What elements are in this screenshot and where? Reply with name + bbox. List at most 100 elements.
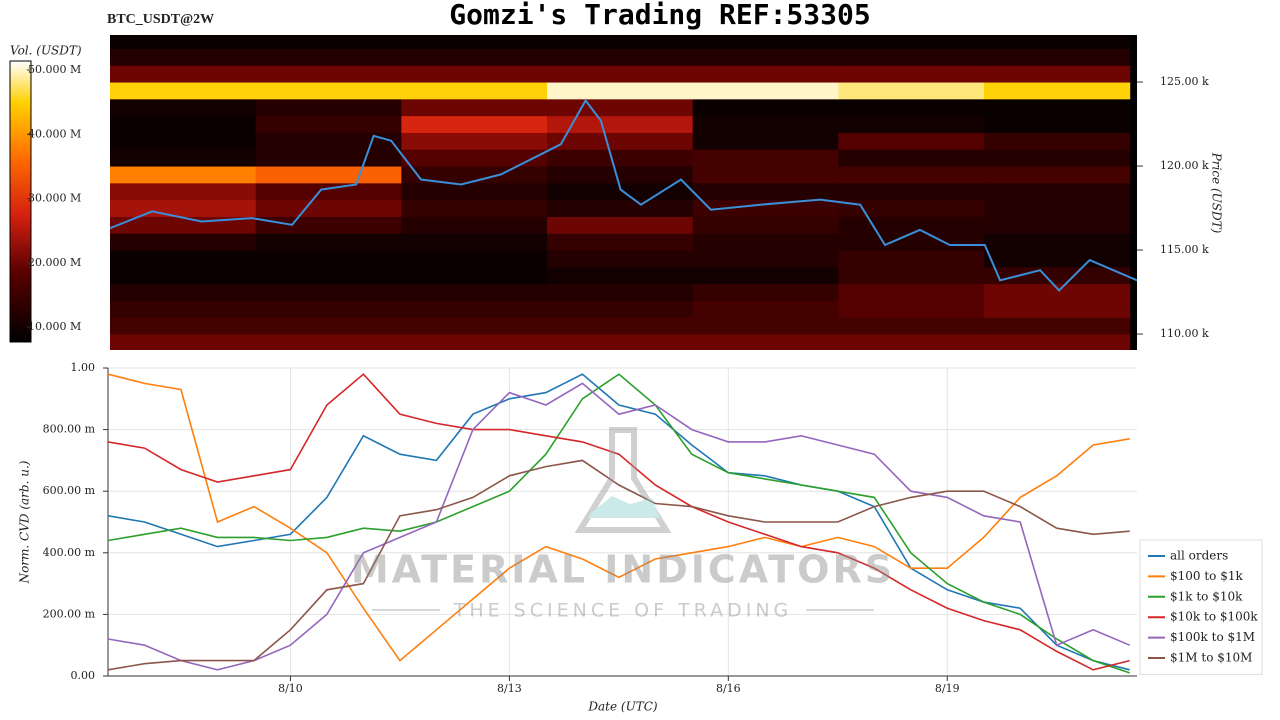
heatmap-cell	[984, 300, 1131, 318]
series-line	[108, 373, 1130, 674]
heatmap-cell	[255, 300, 402, 318]
heatmap-cell	[838, 82, 985, 100]
heatmap-cell	[547, 48, 694, 66]
heatmap-cell	[692, 266, 839, 285]
heatmap-cell	[401, 48, 548, 66]
heatmap-cell	[692, 115, 839, 133]
heatmap-cell	[838, 149, 985, 167]
heatmap-cell	[401, 132, 548, 150]
heatmap-cell	[547, 82, 694, 100]
heatmap-cell	[838, 182, 985, 201]
heatmap-cell	[692, 149, 839, 167]
heatmap-cell	[110, 300, 257, 318]
heatmap-cell	[692, 166, 839, 184]
heatmap-cell	[110, 334, 257, 350]
series-line	[108, 373, 1130, 671]
heatmap-cell	[255, 48, 402, 66]
watermark-logo	[372, 427, 874, 611]
heatmap-cell	[838, 283, 985, 301]
y-tick-label: 200.00 m	[43, 607, 96, 620]
heatmap-cell	[110, 233, 257, 251]
heatmap-cell	[401, 250, 548, 268]
heatmap-cell	[692, 216, 839, 234]
heatmap-layer: 110.00 k 115.00 k 120.00 k 125.00 k 10.000 M…	[9, 35, 1209, 350]
legend-label: $1k to $10k	[1170, 589, 1243, 603]
heatmap-cell	[984, 250, 1131, 268]
heatmap-cell	[984, 82, 1131, 100]
heatmap-cell	[692, 233, 839, 251]
colorbar-tick-label: 30.000 M	[28, 192, 81, 205]
y-tick-label: 120.00 k	[1160, 159, 1209, 172]
colorbar-tick-label: 10.000 M	[28, 320, 81, 333]
heatmap-cell	[547, 35, 694, 49]
heatmap-cell	[838, 266, 985, 285]
heatmap-cell	[547, 199, 694, 217]
heatmap-cell	[401, 266, 548, 285]
heatmap-cell	[547, 216, 694, 234]
heatmap-cell	[984, 65, 1131, 83]
heatmap-cell	[401, 98, 548, 117]
legend-label: $1M to $10M	[1170, 651, 1252, 665]
heatmap-cell	[255, 283, 402, 301]
heatmap-cell	[255, 182, 402, 201]
heatmap-cell	[110, 65, 257, 83]
y-tick-label: 1.00	[71, 361, 96, 374]
legend-box	[1139, 539, 1263, 675]
heatmap-cell	[984, 182, 1131, 201]
x-tick-label: 8/19	[935, 682, 960, 695]
y-tick-label: 115.00 k	[1160, 243, 1209, 256]
heatmap-cell	[255, 233, 402, 251]
heatmap-cell	[984, 166, 1131, 184]
heatmap-cell	[255, 266, 402, 285]
heatmap-cell	[110, 283, 257, 301]
y-tick-label: 125.00 k	[1160, 75, 1209, 88]
heatmap-cell	[110, 82, 257, 100]
heatmap-cell	[838, 166, 985, 184]
legend-label: $10k to $100k	[1170, 610, 1258, 624]
heatmap-cell	[110, 115, 257, 133]
heatmap-cell	[838, 98, 985, 117]
heatmap-cell	[984, 317, 1131, 335]
heatmap-cell	[984, 283, 1131, 301]
series-line	[108, 382, 1131, 671]
y-tick-label: 110.00 k	[1160, 327, 1209, 340]
heatmap-cell	[401, 149, 548, 167]
series-line	[108, 373, 1130, 671]
heatmap-cell	[255, 82, 402, 100]
heatmap-cell	[838, 233, 985, 251]
heatmap-cell	[984, 98, 1131, 117]
heatmap-cell	[838, 300, 985, 318]
price-line	[110, 98, 1137, 292]
series-line	[108, 373, 1130, 662]
colorbar-label: Vol. (USDT)	[10, 44, 82, 58]
heatmap-cell	[401, 199, 548, 217]
heatmap-cell	[547, 300, 694, 318]
heatmap-cell	[255, 132, 402, 150]
x-axis-label: Date (UTC)	[587, 700, 657, 714]
heatmap-cell	[692, 48, 839, 66]
heatmap-cell	[110, 35, 257, 49]
heatmap-cell	[401, 35, 548, 49]
heatmap-cell	[547, 283, 694, 301]
heatmap-cell	[692, 98, 839, 117]
heatmap-cells	[110, 35, 1137, 350]
heatmap-cell	[547, 250, 694, 268]
heatmap-cell	[692, 182, 839, 201]
heatmap-cell	[984, 115, 1131, 133]
heatmap-cell	[692, 300, 839, 318]
heatmap-cell	[255, 334, 402, 350]
heatmap-cell	[110, 48, 257, 66]
line-layer: 0.00 200.00 m 400.00 m 600.00 m 800.00 m 1.00…	[43, 361, 1263, 695]
heatmap-cell	[255, 149, 402, 167]
chart-title: Gomzi's Trading REF:53305	[449, 0, 870, 31]
heatmap-cell	[255, 216, 402, 234]
heatmap-cell	[547, 317, 694, 335]
heatmap-cell	[401, 65, 548, 83]
heatmap-cell	[692, 250, 839, 268]
heatmap-cell	[838, 35, 985, 49]
heatmap-cell	[401, 82, 548, 100]
y-tick-label: 400.00 m	[43, 546, 96, 559]
heatmap-cell	[547, 266, 694, 285]
heatmap-cell	[838, 216, 985, 234]
heatmap-cell	[110, 199, 257, 217]
